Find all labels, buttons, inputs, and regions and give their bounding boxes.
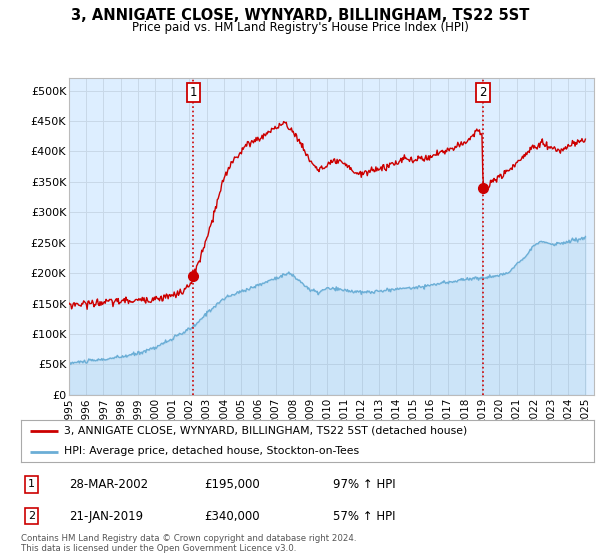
Text: 2: 2 — [28, 511, 35, 521]
Text: HPI: Average price, detached house, Stockton-on-Tees: HPI: Average price, detached house, Stoc… — [64, 446, 359, 456]
Text: 57% ↑ HPI: 57% ↑ HPI — [333, 510, 395, 523]
Text: £195,000: £195,000 — [204, 478, 260, 491]
Text: 28-MAR-2002: 28-MAR-2002 — [69, 478, 148, 491]
Text: 21-JAN-2019: 21-JAN-2019 — [69, 510, 143, 523]
Text: 2: 2 — [479, 86, 487, 99]
Text: 3, ANNIGATE CLOSE, WYNYARD, BILLINGHAM, TS22 5ST (detached house): 3, ANNIGATE CLOSE, WYNYARD, BILLINGHAM, … — [64, 426, 467, 436]
Text: 1: 1 — [28, 479, 35, 489]
Text: 97% ↑ HPI: 97% ↑ HPI — [333, 478, 395, 491]
Text: £340,000: £340,000 — [204, 510, 260, 523]
Text: Price paid vs. HM Land Registry's House Price Index (HPI): Price paid vs. HM Land Registry's House … — [131, 21, 469, 34]
Text: 1: 1 — [190, 86, 197, 99]
Text: 3, ANNIGATE CLOSE, WYNYARD, BILLINGHAM, TS22 5ST: 3, ANNIGATE CLOSE, WYNYARD, BILLINGHAM, … — [71, 8, 529, 24]
Text: Contains HM Land Registry data © Crown copyright and database right 2024.
This d: Contains HM Land Registry data © Crown c… — [21, 534, 356, 553]
